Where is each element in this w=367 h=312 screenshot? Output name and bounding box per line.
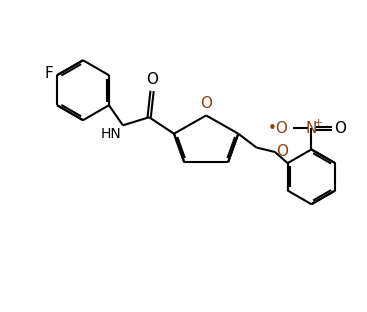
Text: O: O [276, 144, 288, 159]
Text: N: N [306, 121, 317, 136]
Text: +: + [313, 118, 323, 128]
Text: O: O [334, 121, 346, 136]
Text: O: O [200, 96, 212, 111]
Text: O: O [146, 72, 158, 87]
Text: HN: HN [100, 127, 121, 141]
Text: •O: •O [268, 121, 288, 136]
Text: F: F [45, 66, 54, 81]
